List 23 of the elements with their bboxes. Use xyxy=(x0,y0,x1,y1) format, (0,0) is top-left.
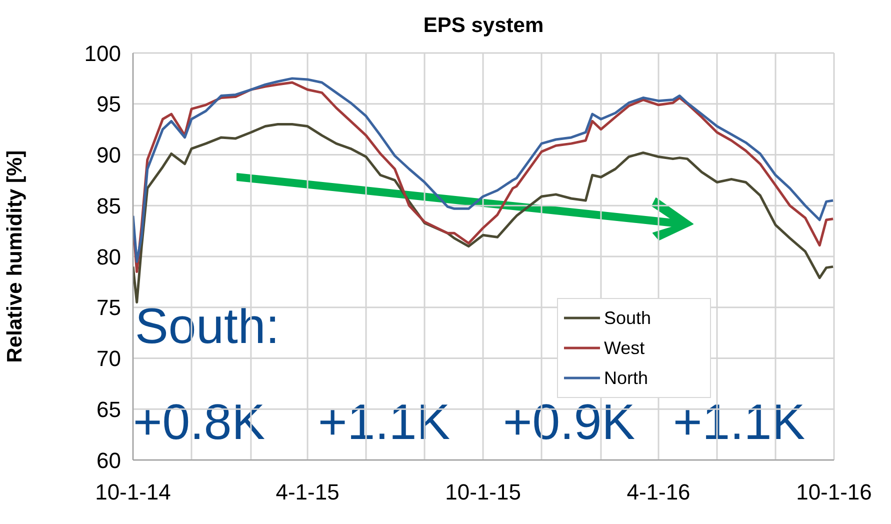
y-axis-title: Relative humidity [%] xyxy=(3,150,26,363)
y-tick-label: 80 xyxy=(96,244,121,270)
annotation: South: xyxy=(135,298,280,354)
x-tick-label: 4-1-15 xyxy=(276,480,340,505)
y-tick-label: 100 xyxy=(84,40,121,66)
legend-label: North xyxy=(604,367,648,390)
line-series xyxy=(133,122,834,304)
legend-label: West xyxy=(604,337,645,360)
y-tick-label: 75 xyxy=(96,295,121,320)
y-tick-label: 90 xyxy=(96,142,121,168)
legend-label: South xyxy=(604,307,652,330)
y-tick-label: 95 xyxy=(96,92,121,117)
chart-title: EPS system xyxy=(422,14,545,38)
annotation: +0.9K xyxy=(503,394,636,450)
y-tick-label: 65 xyxy=(96,396,121,422)
x-tick-label: 10-1-16 xyxy=(796,480,872,505)
annotation: +0.8K xyxy=(133,394,266,450)
x-tick-label: 10-1-15 xyxy=(445,480,521,505)
y-tick-label: 70 xyxy=(96,346,121,372)
x-tick-label: 10-1-14 xyxy=(95,480,171,505)
x-tick-label: 4-1-16 xyxy=(626,480,690,505)
y-tick-label: 60 xyxy=(96,448,121,473)
y-tick-label: 85 xyxy=(96,193,121,218)
